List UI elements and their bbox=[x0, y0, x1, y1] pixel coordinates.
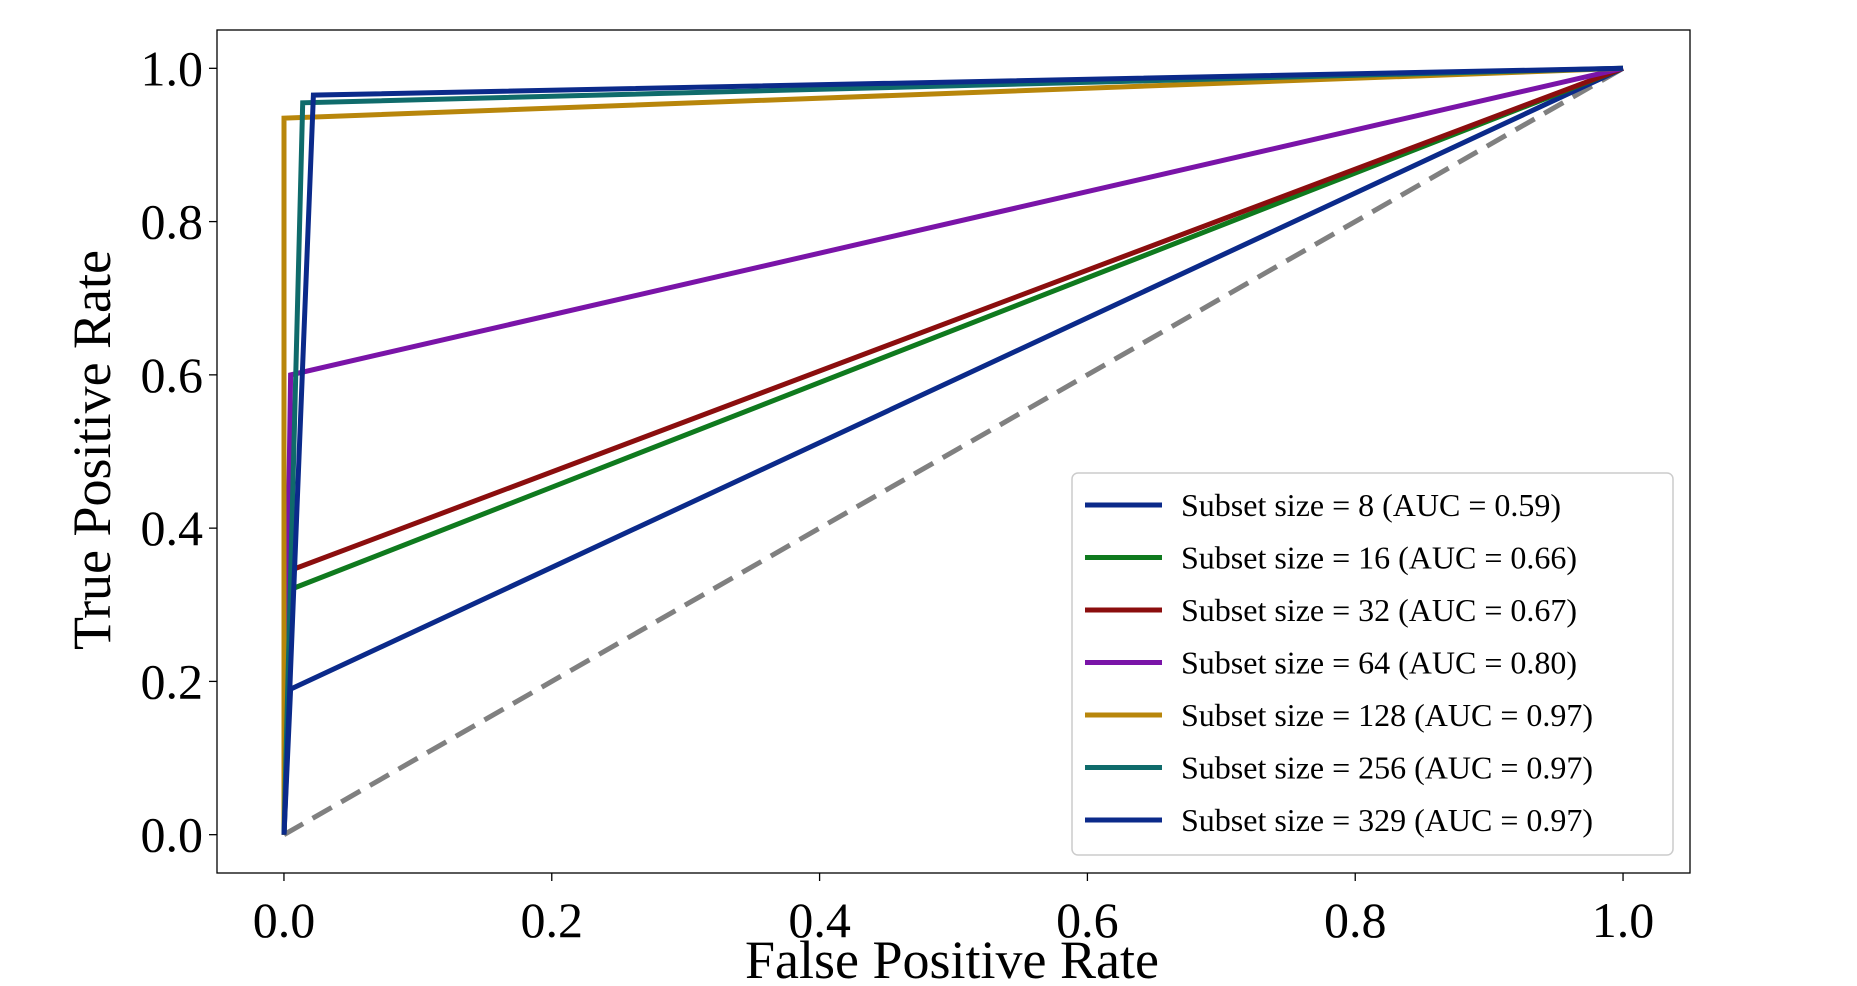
legend-entry-label: Subset size = 16 (AUC = 0.66) bbox=[1181, 540, 1577, 576]
series-lines bbox=[281, 65, 1625, 837]
legend-entry-label: Subset size = 32 (AUC = 0.67) bbox=[1181, 592, 1577, 628]
x-tick-label: 1.0 bbox=[1592, 892, 1655, 948]
x-tick-label: 0.8 bbox=[1324, 892, 1387, 948]
y-tick-label: 0.6 bbox=[141, 347, 204, 403]
legend-entry-label: Subset size = 8 (AUC = 0.59) bbox=[1181, 487, 1561, 523]
axis-ticks: 0.0 0.2 0.4 0.6 0.8 1.0 0.0 0.2 0.4 0.6 0.8 1.0 bbox=[141, 40, 1655, 948]
y-tick-label: 0.2 bbox=[141, 653, 204, 709]
x-tick-label: 0.2 bbox=[521, 892, 584, 948]
y-tick-label: 0.8 bbox=[141, 194, 204, 250]
plot-border bbox=[216, 29, 1691, 874]
series-line-7 bbox=[281, 65, 1624, 835]
x-tick-label: 0.0 bbox=[253, 892, 316, 948]
x-axis-label: False Positive Rate bbox=[745, 930, 1159, 986]
legend-entry-label: Subset size = 128 (AUC = 0.97) bbox=[1181, 697, 1593, 733]
y-tick-label: 0.0 bbox=[141, 807, 204, 863]
legend-entry-label: Subset size = 256 (AUC = 0.97) bbox=[1181, 750, 1593, 786]
y-tick-label: 0.4 bbox=[141, 500, 204, 556]
x-tick-label: 0.6 bbox=[1056, 892, 1119, 948]
legend-box bbox=[1071, 472, 1674, 856]
legend: Subset size = 8 (AUC = 0.59) Subset size … bbox=[1071, 472, 1674, 856]
series-line-5 bbox=[281, 65, 1624, 835]
y-tick-label: 1.0 bbox=[141, 40, 204, 96]
legend-entry-label: Subset size = 64 (AUC = 0.80) bbox=[1181, 645, 1577, 681]
chance-reference-line bbox=[282, 66, 1625, 837]
plot-frame bbox=[216, 29, 1691, 874]
legend-entry-label: Subset size = 329 (AUC = 0.97) bbox=[1181, 802, 1593, 838]
x-tick-label: 0.4 bbox=[788, 892, 851, 948]
y-axis-label: True Positive Rate bbox=[62, 250, 122, 650]
